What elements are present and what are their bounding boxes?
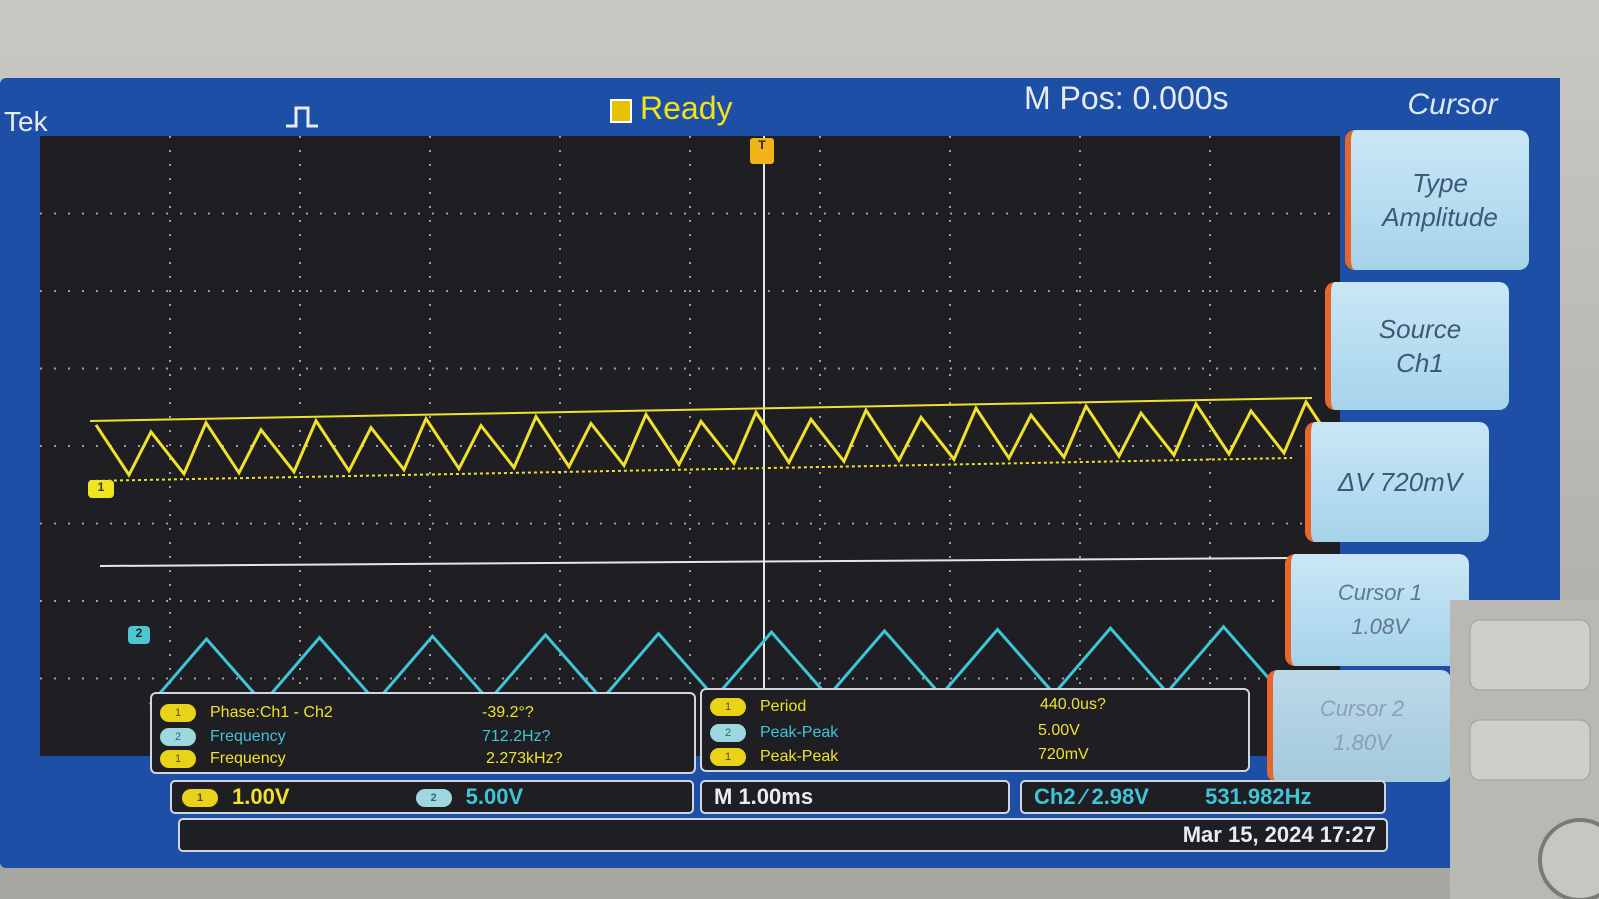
measurement-name: Frequency (210, 750, 286, 767)
trigger-position-marker[interactable]: T (750, 138, 774, 164)
trigger-frequency: 531.982Hz (1205, 784, 1312, 809)
cursor-side-menu: Cursor Type Amplitude Source Ch1 ΔV 720m… (1267, 78, 1560, 868)
measurement-name: Peak-Peak (760, 748, 839, 765)
measurement-name: Period (760, 698, 807, 715)
horizontal-position: M Pos: 0.000s (1024, 80, 1229, 116)
cursor1-value: 1.08V (1351, 614, 1409, 639)
delta-v-button[interactable]: ΔV 720mV (1305, 422, 1489, 542)
channel-status-bar: 1 1.00V 2 5.00V M 1.00ms Ch2 ∕ 2.98V 531.9… (170, 780, 1390, 814)
measurement-row: 1 Peak-Peak (710, 744, 838, 770)
delta-v-label: ΔV 720mV (1337, 467, 1463, 497)
cursor-source-button[interactable]: Source Ch1 (1325, 282, 1509, 410)
brand-label: Tek (4, 106, 48, 137)
measurement-row: 1 Frequency (160, 746, 286, 772)
acquisition-status-label: Ready (640, 90, 733, 126)
measurement-row: 2 Peak-Peak (710, 720, 838, 746)
ch1-badge: 1 (710, 747, 746, 766)
timebase: M 1.00ms (714, 784, 814, 809)
date-time: Mar 15, 2024 17:27 (1182, 822, 1376, 847)
ch1-ground-marker[interactable]: 1 (88, 480, 114, 498)
cursor2-label: Cursor 2 (1319, 696, 1405, 721)
measurement-name: Phase:Ch1 - Ch2 (210, 704, 333, 721)
ch1-badge: 1 (160, 703, 196, 722)
date-bar: Mar 15, 2024 17:27 (178, 818, 1388, 852)
waveform-display (40, 136, 1340, 756)
measurement-name: Frequency (210, 728, 286, 745)
cursor-source-label: Source (1378, 314, 1462, 344)
ch2-badge: 2 (710, 723, 746, 742)
cursor1-label: Cursor 1 (1337, 580, 1423, 605)
ch1-badge: 1 (160, 749, 196, 768)
ch2-badge: 2 (415, 789, 452, 808)
channel-scale-box[interactable]: 1 1.00V 2 5.00V (170, 780, 694, 814)
top-status-bar: Tek Ready M Pos: 0.000s (0, 78, 1345, 137)
measurement-row: 1 Phase:Ch1 - Ch2 (160, 700, 333, 726)
measurement-name: Peak-Peak (760, 724, 839, 741)
front-panel-knobs (1450, 600, 1599, 899)
ch1-scale: 1.00V (232, 784, 290, 809)
ch1-badge: 1 (710, 697, 746, 716)
cursor-type-button[interactable]: Type Amplitude (1345, 130, 1529, 270)
cursor-1-line (89, 397, 1313, 422)
measurement-panel-left: 1 Phase:Ch1 - Ch2 -39.2°? 2 Frequency 712.… (150, 692, 696, 774)
measurement-row: 2 Frequency (160, 724, 286, 750)
trigger-box[interactable]: Ch2 ∕ 2.98V 531.982Hz (1020, 780, 1386, 814)
cursor-type-label: Type (1412, 168, 1468, 198)
trigger-edge-icon (286, 106, 318, 128)
ch1-badge: 1 (182, 789, 218, 808)
ch1-waveform (94, 398, 1340, 478)
cursor-2-line (89, 457, 1293, 482)
oscilloscope-screen: Tek Ready M Pos: 0.000s 1 2 T Cursor Typ… (0, 78, 1560, 868)
side-menu-title: Cursor (1345, 78, 1560, 126)
ch2-badge: 2 (160, 727, 196, 746)
measurement-value: 2.273kHz? (486, 750, 563, 767)
cursor1-button[interactable]: Cursor 1 1.08V (1285, 554, 1469, 666)
acquisition-status: Ready (610, 90, 733, 127)
measurement-value: 440.0us? (1040, 696, 1106, 713)
cursor-type-value: Amplitude (1382, 202, 1498, 232)
ch2-scale: 5.00V (465, 784, 524, 809)
cursor2-value: 1.80V (1333, 730, 1391, 755)
ch2-ground-marker[interactable]: 2 (128, 626, 150, 644)
measurement-value: -39.2°? (482, 704, 534, 721)
run-stop-icon (610, 98, 632, 123)
center-horizontal-axis (99, 557, 1291, 567)
measurement-value: 712.2Hz? (482, 728, 551, 745)
graticule-svg (40, 136, 1340, 756)
measurement-value: 5.00V (1038, 722, 1080, 739)
trigger-setting: Ch2 ∕ 2.98V (1034, 784, 1149, 809)
cursor-source-value: Ch1 (1396, 348, 1444, 378)
measurement-value: 720mV (1038, 746, 1089, 763)
timebase-box[interactable]: M 1.00ms (700, 780, 1010, 814)
measurement-panel-right: 1 Period 440.0us? 2 Peak-Peak 5.00V 1 Peak-… (700, 688, 1250, 772)
measurement-row: 1 Period (710, 694, 806, 720)
cursor2-button[interactable]: Cursor 2 1.80V (1267, 670, 1451, 782)
